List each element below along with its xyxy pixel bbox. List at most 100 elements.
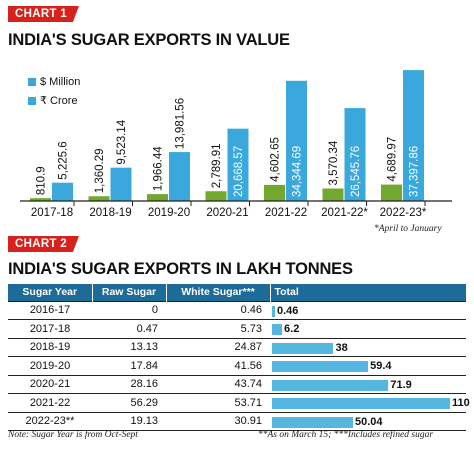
x-tick-label-0: 2017-18 xyxy=(31,207,73,219)
bar-label-usd-0: 810.9 xyxy=(36,166,48,195)
bar-usd-million-2 xyxy=(147,194,168,201)
cell-white: 5.73 xyxy=(166,319,270,338)
footnote-left: Note: Sugar Year is from Oct-Sept xyxy=(8,430,138,440)
bar-inr-crore-3 xyxy=(227,128,249,201)
cell-total: 59.4 xyxy=(270,356,466,375)
chart2-tag: CHART 2 xyxy=(8,236,79,252)
cell-raw: 17.84 xyxy=(92,356,166,375)
bar-label-inr-2: 13,981.56 xyxy=(175,98,187,149)
table-row: 2017-18 0.47 5.73 6.2 xyxy=(8,319,466,338)
cell-white: 53.71 xyxy=(166,393,270,412)
cell-year: 2020-21 xyxy=(8,374,92,394)
col-header-white: White Sugar*** xyxy=(166,284,271,301)
total-value: 6.2 xyxy=(284,323,300,335)
bar-label-inr-4: 34,344.69 xyxy=(292,146,304,197)
bar-inr-crore-5 xyxy=(344,108,366,201)
bar-label-usd-5: 3,570.34 xyxy=(328,140,340,185)
cell-raw: 0 xyxy=(92,300,166,320)
total-bar xyxy=(272,342,334,354)
table-row: 2021-22 56.29 53.71 110 xyxy=(8,393,470,412)
col-header-raw: Raw Sugar xyxy=(92,284,167,301)
bar-usd-million-1 xyxy=(88,196,110,201)
bar-label-inr-0: 5,225.6 xyxy=(58,141,70,179)
total-bar xyxy=(272,416,353,428)
bar-label-inr-3: 20,668.57 xyxy=(233,146,245,197)
cell-year: 2021-22 xyxy=(8,393,92,412)
total-bar xyxy=(272,379,389,391)
bar-label-usd-1: 1,360.29 xyxy=(94,148,106,193)
total-value: 110 xyxy=(452,397,470,409)
total-value: 38 xyxy=(335,341,348,354)
chart2-title: INDIA'S SUGAR EXPORTS IN LAKH TONNES xyxy=(8,260,353,278)
bar-usd-million-5 xyxy=(322,188,344,201)
bar-usd-million-4 xyxy=(264,184,285,201)
bar-usd-million-6 xyxy=(381,184,402,201)
cell-raw: 28.16 xyxy=(92,374,166,394)
x-tick-label-4: 2021-22 xyxy=(265,207,307,219)
bar-label-usd-4: 4,602.65 xyxy=(270,137,282,182)
chart1-title: INDIA'S SUGAR EXPORTS IN VALUE xyxy=(8,31,290,49)
x-tick-label-2: 2019-20 xyxy=(148,207,190,219)
table-row: 2020-21 28.16 43.74 71.9 xyxy=(8,374,466,394)
x-tick-label-1: 2018-19 xyxy=(89,207,131,219)
cell-total: 0.46 xyxy=(270,300,466,320)
cell-year: 2017-18 xyxy=(8,319,92,338)
total-value: 59.4 xyxy=(370,360,392,372)
bar-inr-crore-2 xyxy=(169,152,190,201)
legend-item-million: $ Million xyxy=(28,76,80,88)
table-body: 2016-17 0 0.46 0.46 2017-18 0.47 5.73 6.2 2018-1… xyxy=(8,300,470,431)
table-header-row: Sugar Year Raw Sugar White Sugar*** Tota… xyxy=(8,284,466,301)
col-header-total: Total xyxy=(270,284,466,301)
table-row: 2019-20 17.84 41.56 59.4 xyxy=(8,356,466,375)
bar-label-inr-6: 37,397.86 xyxy=(409,146,421,197)
total-bar xyxy=(272,305,275,317)
cell-total: 38 xyxy=(270,337,466,357)
legend-label-million: $ Million xyxy=(40,76,81,88)
total-value: 0.46 xyxy=(277,304,299,317)
bar-usd-million-0 xyxy=(30,198,51,201)
volume-table: Sugar Year Raw Sugar White Sugar*** Tota… xyxy=(8,284,470,431)
bar-inr-crore-4 xyxy=(286,80,307,201)
cell-total: 110 xyxy=(270,393,470,412)
cell-white: 43.74 xyxy=(166,374,270,394)
cell-white: 0.46 xyxy=(166,300,270,320)
cell-white: 24.87 xyxy=(166,337,270,357)
cell-raw: 19.13 xyxy=(92,411,166,431)
table-row: 2018-19 13.13 24.87 38 xyxy=(8,337,466,357)
legend-item-crore: ₹ Crore xyxy=(28,94,78,107)
bar-label-usd-6: 4,689.97 xyxy=(387,137,399,182)
cell-white: 41.56 xyxy=(166,356,270,375)
table-row: 2022-23** 19.13 30.91 50.04 xyxy=(8,411,466,431)
table-row: 2016-17 0 0.46 0.46 xyxy=(8,300,466,320)
bar-inr-crore-6 xyxy=(403,70,424,202)
legend-swatch-million xyxy=(28,78,36,86)
cell-year: 2019-20 xyxy=(8,356,92,375)
footnote-right: **As on March 15; ***Includes refined su… xyxy=(258,430,434,440)
cell-year: 2018-19 xyxy=(8,337,92,357)
x-tick-label-3: 2020-21 xyxy=(206,207,248,219)
cell-total: 6.2 xyxy=(270,319,466,338)
cell-raw: 56.29 xyxy=(92,393,166,412)
col-header-year: Sugar Year xyxy=(8,284,93,301)
value-bar-chart: 810.9 5,225.6 2017-18 1,360.29 9,523.14 2018-… xyxy=(20,70,452,219)
chart1-note: *April to January xyxy=(374,224,442,234)
total-bar xyxy=(272,361,369,372)
legend-label-crore: ₹ Crore xyxy=(40,95,78,107)
x-tick-label-5: 2021-22* xyxy=(321,207,368,219)
bar-inr-crore-0 xyxy=(52,182,73,201)
bar-label-inr-1: 9,523.14 xyxy=(116,119,128,164)
cell-year: 2022-23** xyxy=(8,411,92,431)
cell-raw: 0.47 xyxy=(92,319,166,338)
cell-total: 71.9 xyxy=(270,374,466,394)
cell-raw: 13.13 xyxy=(92,337,166,357)
chart1-tag: CHART 1 xyxy=(8,6,79,22)
cell-total: 50.04 xyxy=(270,411,466,431)
total-bar xyxy=(272,324,283,335)
total-value: 71.9 xyxy=(390,378,412,391)
cell-white: 30.91 xyxy=(166,411,270,431)
bar-label-usd-3: 2,789.91 xyxy=(211,143,223,188)
total-value: 50.04 xyxy=(354,415,383,428)
bar-label-usd-2: 1,966.44 xyxy=(153,146,165,191)
bar-inr-crore-1 xyxy=(110,167,132,201)
x-tick-label-6: 2022-23* xyxy=(380,207,427,219)
